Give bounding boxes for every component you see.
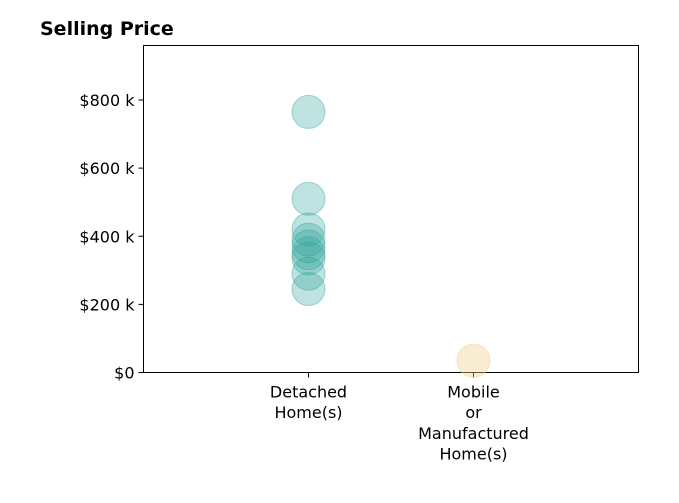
y-tick-label: $200 k <box>79 295 135 314</box>
x-tick-label: Mobile or Manufactured Home(s) <box>418 383 529 464</box>
y-tick-label: $0 <box>114 364 134 383</box>
data-point <box>291 256 326 291</box>
data-points <box>291 94 491 378</box>
data-point <box>291 236 326 271</box>
data-point <box>291 94 326 129</box>
data-point <box>291 181 326 216</box>
plot-area <box>143 45 639 373</box>
data-point <box>291 222 326 257</box>
data-point <box>291 212 326 247</box>
chart-title: Selling Price <box>40 18 174 40</box>
data-point <box>291 241 326 276</box>
y-tick-label: $600 k <box>79 159 135 178</box>
y-tick-label: $800 k <box>79 91 135 110</box>
y-axis: $0 $200 k $400 k $600 k $800 k <box>79 91 144 383</box>
data-point <box>291 229 326 264</box>
data-point <box>456 343 491 378</box>
y-tick-label: $400 k <box>79 227 135 246</box>
x-tick-label: Detached Home(s) <box>270 383 347 423</box>
data-point <box>291 272 326 307</box>
x-axis: Detached Home(s) Mobile or Manufactured Home(… <box>270 372 529 464</box>
